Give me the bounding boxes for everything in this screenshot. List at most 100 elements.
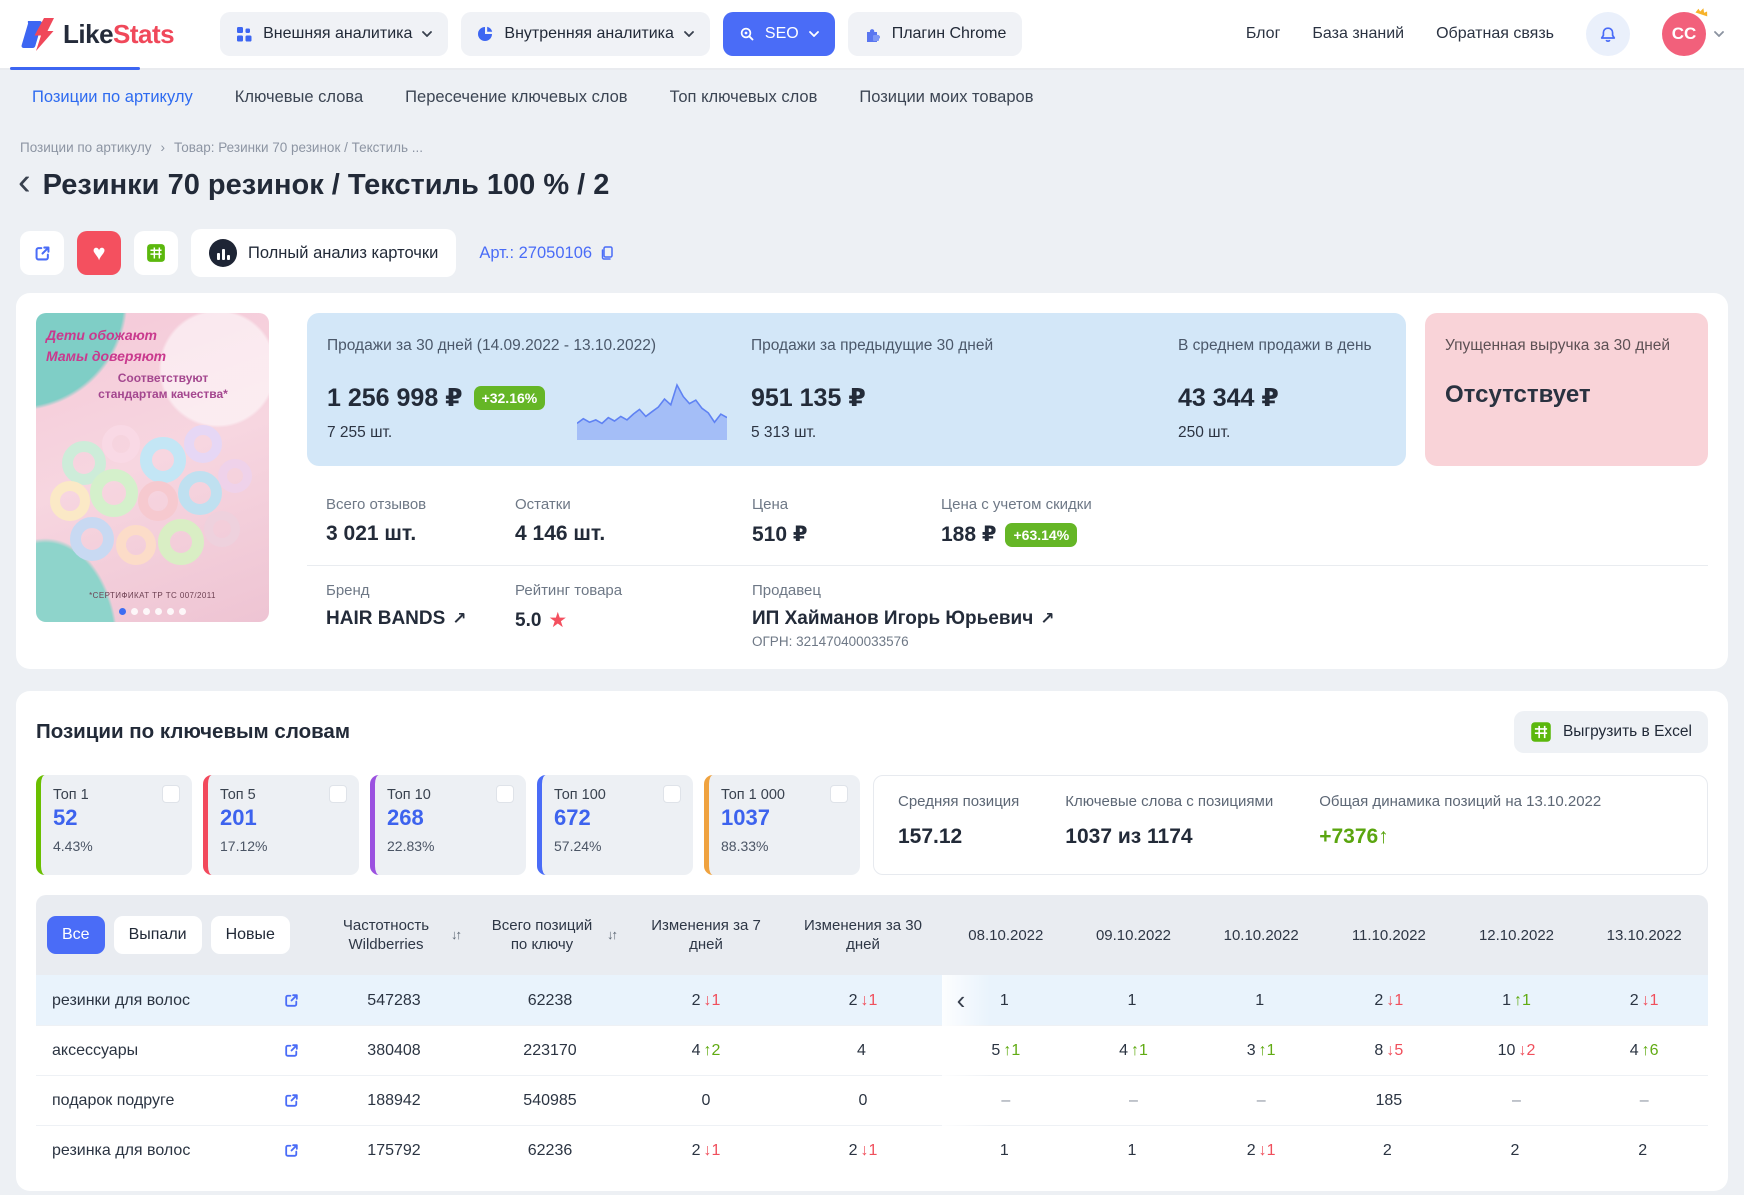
- sales-avg-block: В среднем продажи в день 43 344 ₽ 250 шт…: [1178, 337, 1372, 442]
- carousel-dot[interactable]: [179, 608, 186, 615]
- breadcrumb: Позиции по артикулу › Товар: Резинки 70 …: [0, 124, 1744, 155]
- table-filters: Все Выпали Новые: [36, 916, 316, 954]
- top1-checkbox[interactable]: [162, 785, 180, 803]
- article-number: Арт.: 27050106: [479, 244, 615, 263]
- arrow-up-right-icon: ↗: [1040, 609, 1054, 629]
- top-bar-right: Блог База знаний Обратная связь CC: [1246, 12, 1724, 56]
- top5-card: Топ 5 201 17.12%: [203, 775, 359, 875]
- nav-seo[interactable]: SEO: [723, 12, 835, 56]
- table-header: Все Выпали Новые Частотность Wildberries…: [36, 895, 1708, 975]
- date-cell: 10↓2: [1453, 1042, 1581, 1060]
- date-cell: –: [942, 1092, 1070, 1110]
- sales-sparkline: [577, 378, 727, 440]
- open-keyword-icon[interactable]: [283, 1092, 300, 1109]
- arrow-up-right-icon: ↗: [452, 609, 466, 629]
- date-cell: 1: [1070, 992, 1198, 1010]
- account-menu[interactable]: CC: [1662, 12, 1724, 56]
- price-stat: Цена 510 ₽: [752, 496, 941, 547]
- keywords-table: Все Выпали Новые Частотность Wildberries…: [36, 895, 1708, 1175]
- date-cell: –: [1453, 1092, 1581, 1110]
- excel-icon: [1530, 721, 1552, 743]
- tab-keywords[interactable]: Ключевые слова: [235, 88, 363, 107]
- brand-block: Бренд HAIR BANDS ↗: [326, 582, 515, 649]
- overall-dynamics-stat: Общая динамика позиций на 13.10.2022 +73…: [1319, 793, 1601, 857]
- sales-30d-value: 1 256 998 ₽ +32.16%: [327, 383, 577, 413]
- filter-dropped[interactable]: Выпали: [114, 916, 202, 954]
- open-keyword-icon[interactable]: [283, 1142, 300, 1159]
- open-keyword-icon[interactable]: [283, 992, 300, 1009]
- brand-link[interactable]: HAIR BANDS ↗: [326, 608, 515, 630]
- top10-checkbox[interactable]: [496, 785, 514, 803]
- carousel-dot[interactable]: [167, 608, 174, 615]
- tab-positions-by-article[interactable]: Позиции по артикулу: [32, 88, 193, 107]
- carousel-dot[interactable]: [131, 608, 138, 615]
- top1000-checkbox[interactable]: [830, 785, 848, 803]
- breadcrumb-separator: ›: [161, 140, 166, 155]
- full-analysis-button[interactable]: Полный анализ карточки: [191, 229, 456, 277]
- col-date: 13.10.2022: [1580, 922, 1708, 950]
- open-keyword-icon[interactable]: [283, 1042, 300, 1059]
- carousel-dot[interactable]: [143, 608, 150, 615]
- date-cell: 1: [1070, 1142, 1198, 1160]
- nav-external-analytics[interactable]: Внешняя аналитика: [220, 12, 448, 56]
- sales-30d-badge: +32.16%: [474, 386, 546, 410]
- tab-keyword-intersection[interactable]: Пересечение ключевых слов: [405, 88, 627, 107]
- date-cell: 2↓1: [1580, 992, 1708, 1010]
- external-link-icon: [33, 244, 52, 263]
- top10-card: Топ 10 268 22.83%: [370, 775, 526, 875]
- total-positions-cell: 62238: [472, 992, 628, 1010]
- top5-checkbox[interactable]: [329, 785, 347, 803]
- top1-card: Топ 1 52 4.43%: [36, 775, 192, 875]
- app-logo[interactable]: LikeStats: [20, 18, 174, 51]
- nav-chrome-plugin[interactable]: Плагин Chrome: [848, 12, 1023, 56]
- seller-block: Продавец ИП Хайманов Игорь Юрьевич ↗ ОГР…: [752, 582, 1708, 649]
- tab-my-products-positions[interactable]: Позиции моих товаров: [859, 88, 1033, 107]
- link-feedback[interactable]: Обратная связь: [1436, 25, 1554, 43]
- keyword-cell: аксессуары: [52, 1042, 138, 1060]
- keyword-cell: подарок подруге: [52, 1092, 174, 1110]
- carousel-dot[interactable]: [155, 608, 162, 615]
- nav-internal-analytics[interactable]: Внутренняя аналитика: [461, 12, 710, 56]
- page-title: Резинки 70 резинок / Текстиль 100 % / 2: [43, 169, 610, 202]
- bell-icon: [1597, 24, 1619, 44]
- date-cell: 4↑6: [1580, 1042, 1708, 1060]
- brand-row: Бренд HAIR BANDS ↗ Рейтинг товара 5.0 ★ …: [307, 582, 1708, 649]
- top100-checkbox[interactable]: [663, 785, 681, 803]
- col-date: 09.10.2022: [1070, 922, 1198, 950]
- dates-scroll-left-button[interactable]: ‹: [948, 987, 974, 1013]
- product-info: Продажи за 30 дней (14.09.2022 - 13.10.2…: [307, 313, 1708, 649]
- chart-circle-icon: [209, 239, 237, 267]
- carousel-dot[interactable]: [119, 608, 126, 615]
- export-excel-button[interactable]: Выгрузить в Excel: [1514, 711, 1708, 753]
- table-row: подарок подруге 188942 540985 0 0 – – – …: [36, 1075, 1708, 1125]
- filter-all[interactable]: Все: [47, 916, 105, 954]
- date-cell: 2: [1325, 1142, 1453, 1160]
- favorite-button[interactable]: ♥: [77, 231, 121, 275]
- tab-top-keywords[interactable]: Топ ключевых слов: [670, 88, 818, 107]
- date-cell: 1↑1: [1453, 992, 1581, 1010]
- notifications-button[interactable]: [1586, 12, 1630, 56]
- lost-revenue-panel: Упущенная выручка за 30 дней Отсутствует: [1425, 313, 1708, 466]
- export-product-button[interactable]: [134, 231, 178, 275]
- link-knowledge-base[interactable]: База знаний: [1312, 25, 1404, 43]
- col-frequency: Частотность Wildberries↓↑: [316, 912, 472, 959]
- sort-icon[interactable]: ↓↑: [607, 927, 616, 944]
- product-photo[interactable]: Дети обожают Мамы доверяют Соответствуют…: [36, 313, 269, 622]
- breadcrumb-root[interactable]: Позиции по артикулу: [20, 140, 152, 155]
- copy-icon[interactable]: [599, 245, 615, 261]
- avg-position-stat: Средняя позиция 157.12: [898, 793, 1019, 857]
- back-button[interactable]: ‹: [18, 167, 31, 203]
- seller-link[interactable]: ИП Хайманов Игорь Юрьевич ↗: [752, 608, 1708, 630]
- top-cards-row: Топ 1 52 4.43% Топ 5 201 17.12% Топ 10 2…: [36, 775, 1708, 875]
- open-product-button[interactable]: [20, 231, 64, 275]
- link-blog[interactable]: Блог: [1246, 25, 1281, 43]
- date-cell: 1: [942, 1142, 1070, 1160]
- puzzle-icon: [864, 25, 882, 43]
- sort-icon[interactable]: ↓↑: [451, 927, 460, 944]
- chevron-down-icon: [422, 31, 432, 37]
- sales-prev-block: Продажи за предыдущие 30 дней 951 135 ₽ …: [751, 337, 1178, 442]
- date-cell: 2↓1: [1325, 992, 1453, 1010]
- filter-new[interactable]: Новые: [211, 916, 290, 954]
- change-7d-cell: 0: [628, 1092, 784, 1110]
- change-30d-cell: 4: [784, 1042, 942, 1060]
